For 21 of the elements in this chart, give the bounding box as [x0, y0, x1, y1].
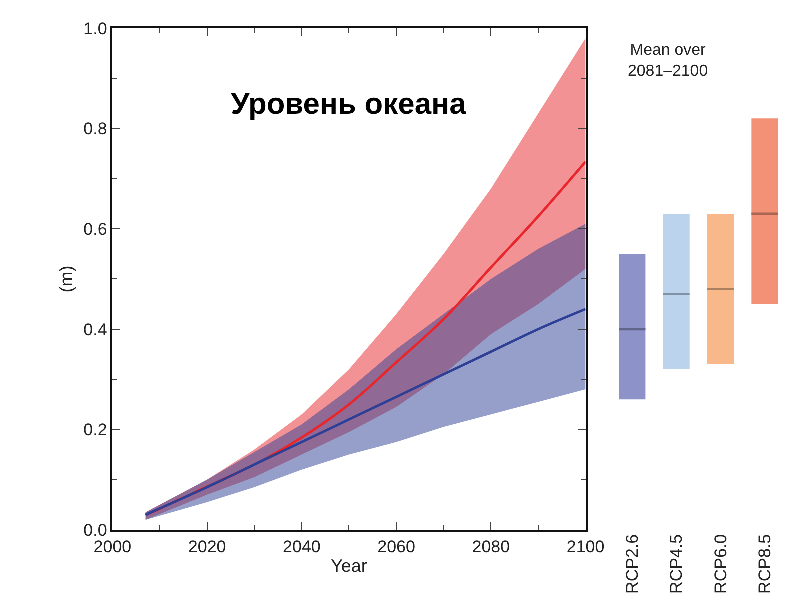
x-tick-label: RCP6.0: [711, 534, 730, 594]
y-tick-label: 0.4: [84, 320, 108, 340]
y-tick-label: 0.8: [84, 120, 108, 139]
y-tick-label: 0.6: [84, 220, 108, 239]
x-tick-label: RCP8.5: [755, 534, 774, 594]
x-tick-label: RCP4.5: [667, 534, 686, 594]
x-tick-label: 2040: [283, 537, 321, 556]
line-series: [144, 308, 586, 516]
y-tick-label: 0.2: [84, 420, 108, 440]
y-axis-title: (m): [56, 266, 76, 293]
y-tick-label: 1.0: [84, 19, 108, 38]
x-tick-label: 2080: [472, 537, 510, 556]
x-tick-label: 2020: [188, 537, 226, 556]
x-tick-label: 2100: [566, 537, 605, 556]
x-tick-label: 2060: [378, 537, 416, 556]
x-axis-title: Year: [331, 556, 368, 576]
text: Mean over 2081–2100: [628, 42, 708, 80]
x-tick-label: RCP2.6: [622, 534, 642, 594]
text: Уровень океана: [231, 88, 467, 121]
y-tick-label: 0.0: [84, 520, 108, 540]
x-tick-label: 2000: [94, 537, 132, 556]
